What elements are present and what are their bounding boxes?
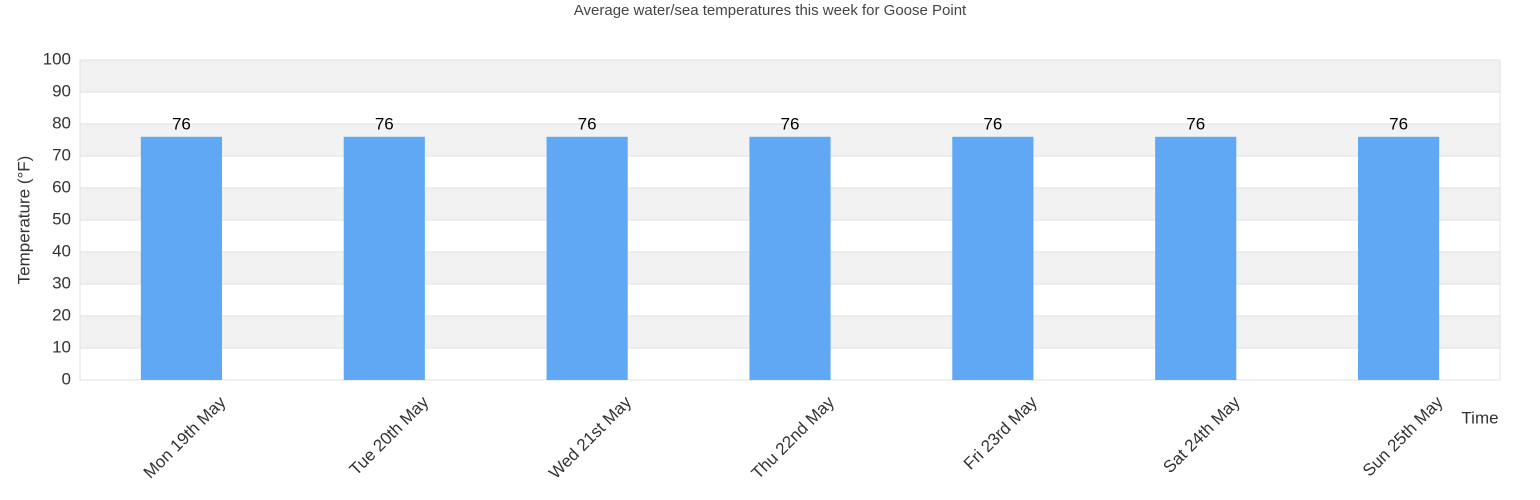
x-tick-label: Sun 25th May	[1359, 392, 1447, 480]
y-tick-label: 100	[43, 49, 71, 68]
y-tick-label: 70	[52, 145, 71, 164]
y-tick-label: 90	[52, 81, 71, 100]
x-tick-label: Wed 21st May	[545, 392, 635, 482]
y-tick-label: 60	[52, 177, 71, 196]
x-tick-label: Tue 20th May	[346, 392, 433, 479]
y-tick-label: 30	[52, 273, 71, 292]
y-tick-label: 80	[52, 113, 71, 132]
y-tick-label: 10	[52, 337, 71, 356]
x-tick-label: Mon 19th May	[140, 392, 230, 482]
value-label: 76	[1389, 114, 1408, 133]
bar	[749, 136, 831, 380]
grid-band	[80, 60, 1500, 92]
x-tick-label: Thu 22nd May	[748, 392, 839, 483]
y-axis-label: Temperature (°F)	[14, 156, 33, 285]
y-tick-label: 50	[52, 209, 71, 228]
y-tick-label: 20	[52, 305, 71, 324]
x-tick-label: Fri 23rd May	[960, 392, 1041, 473]
bar	[343, 136, 425, 380]
value-label: 76	[578, 114, 597, 133]
value-label: 76	[375, 114, 394, 133]
value-label: 76	[983, 114, 1002, 133]
bar	[1358, 136, 1440, 380]
x-tick-label: Sat 24th May	[1159, 392, 1244, 477]
x-axis-label: Time	[1461, 408, 1498, 427]
bar	[952, 136, 1034, 380]
value-label: 76	[172, 114, 191, 133]
y-tick-label: 0	[62, 369, 71, 388]
bar	[140, 136, 222, 380]
chart-title: Average water/sea temperatures this week…	[574, 2, 967, 19]
value-label: 76	[1186, 114, 1205, 133]
bar	[546, 136, 628, 380]
bar	[1155, 136, 1237, 380]
y-tick-label: 40	[52, 241, 71, 260]
value-label: 76	[781, 114, 800, 133]
